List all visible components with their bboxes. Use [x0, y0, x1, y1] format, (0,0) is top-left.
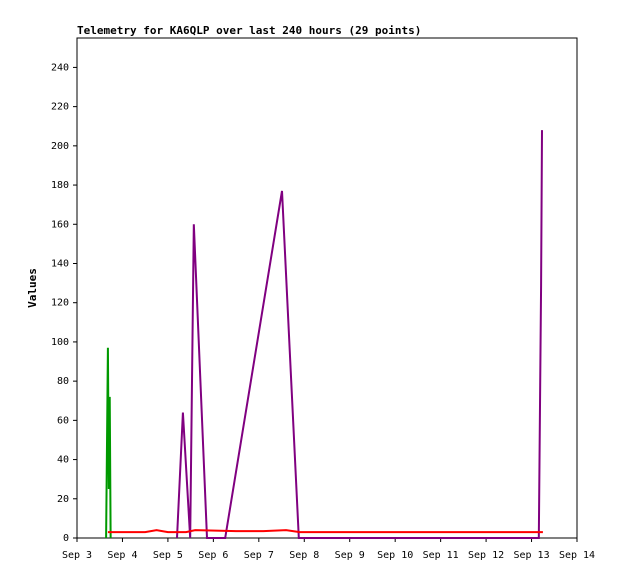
y-tick-label: 40	[57, 455, 69, 466]
y-tick-label: 220	[51, 102, 69, 113]
y-tick-label: 240	[51, 62, 69, 73]
x-tick-label: Sep 10	[377, 550, 413, 561]
x-tick-label: Sep 14	[559, 550, 595, 561]
y-tick-label: 80	[57, 376, 69, 387]
x-tick-label: Sep 13	[513, 550, 549, 561]
y-tick-label: 160	[51, 219, 69, 230]
y-tick-label: 120	[51, 298, 69, 309]
y-tick-label: 0	[63, 533, 69, 544]
x-tick-label: Sep 4	[107, 550, 137, 561]
series-line	[176, 130, 543, 539]
x-tick-label: Sep 9	[335, 550, 365, 561]
y-tick-label: 100	[51, 337, 69, 348]
x-tick-label: Sep 12	[468, 550, 504, 561]
x-tick-label: Sep 6	[198, 550, 228, 561]
x-tick-label: Sep 3	[62, 550, 92, 561]
y-tick-label: 140	[51, 258, 69, 269]
x-tick-label: Sep 8	[289, 550, 319, 561]
y-tick-label: 20	[57, 494, 69, 505]
y-tick-label: 180	[51, 180, 69, 191]
y-axis-label: Values	[26, 268, 39, 308]
series-line	[107, 529, 543, 534]
y-tick-label: 60	[57, 415, 69, 426]
chart-title: Telemetry for KA6QLP over last 240 hours…	[77, 24, 421, 37]
x-tick-label: Sep 11	[423, 550, 459, 561]
series-line	[105, 347, 112, 539]
x-tick-label: Sep 5	[153, 550, 183, 561]
x-tick-label: Sep 7	[244, 550, 274, 561]
y-tick-label: 200	[51, 141, 69, 152]
